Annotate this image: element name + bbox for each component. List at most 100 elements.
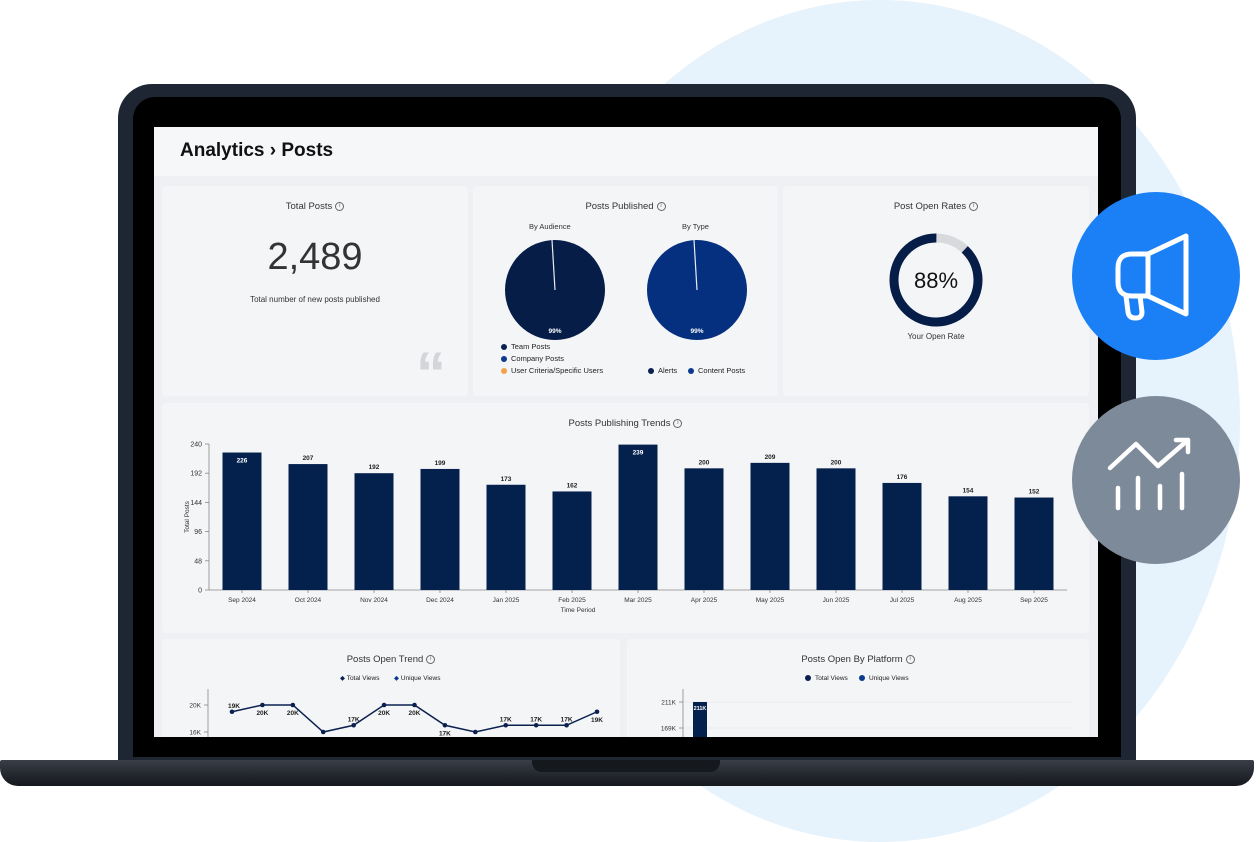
bar-value-label: 211K <box>694 706 707 712</box>
open-platform-chart: 211K 169K 211K <box>661 689 1072 737</box>
info-icon[interactable]: i <box>426 654 436 664</box>
x-tick-label: Sep 2024 <box>228 597 256 604</box>
x-tick-label: May 2025 <box>756 597 785 604</box>
y-tick-label: 144 <box>190 500 202 507</box>
open-trend-title-text: Posts Open Trend <box>346 654 424 665</box>
quote-icon: “ <box>416 340 446 407</box>
megaphone-button[interactable] <box>1072 192 1240 360</box>
bar[interactable] <box>948 496 988 590</box>
open-rates-title: Post Open Rates i <box>783 201 1089 212</box>
legend-label: Company Posts <box>511 354 564 363</box>
open-rate-caption: Your Open Rate <box>907 332 965 341</box>
legend-dot <box>501 344 507 351</box>
legend-total-views[interactable]: ◆ Total Views <box>340 674 379 682</box>
publishing-trends-chart: 0 48 96 144 192 240 Total Posts 226 Sep 2024 207 O… <box>184 442 1067 614</box>
bar-value-label: 176 <box>897 474 908 481</box>
y-axis-label: Total Posts <box>184 500 191 533</box>
bar[interactable] <box>882 482 922 590</box>
bar[interactable] <box>420 468 460 590</box>
y-tick-label: 169K <box>661 726 677 733</box>
point-label: 20K <box>287 710 299 717</box>
open-rates-card: Post Open Rates i 88% Your Open Rate <box>783 186 1089 396</box>
legend-total-views[interactable]: Total Views <box>805 675 848 682</box>
bar[interactable] <box>684 468 724 590</box>
point-label: 20K <box>378 710 390 717</box>
type-pie[interactable]: 99% <box>647 239 747 340</box>
info-icon[interactable]: i <box>969 201 979 211</box>
line-point <box>260 702 265 708</box>
bar[interactable] <box>618 444 658 590</box>
legend-unique-views[interactable]: Unique Views <box>859 675 909 682</box>
legend-company-posts[interactable]: Company Posts <box>501 354 564 363</box>
bar[interactable] <box>693 702 707 737</box>
bar-value-label: 200 <box>699 459 710 466</box>
page-title: Analytics › Posts <box>180 140 334 161</box>
point-label: 19K <box>591 717 603 724</box>
info-icon[interactable]: i <box>673 418 683 428</box>
total-posts-title-text: Total Posts <box>285 201 333 212</box>
line-point <box>503 722 509 728</box>
legend-unique-views[interactable]: ◆ Unique Views <box>394 674 440 682</box>
x-tick-label: Aug 2025 <box>954 597 982 604</box>
point-label: 17K <box>500 716 512 723</box>
point-label: 20K <box>256 710 268 717</box>
bar-value-label: 226 <box>237 458 248 465</box>
publishing-trends-title: Posts Publishing Trends i <box>162 418 1089 429</box>
info-icon[interactable]: i <box>905 654 915 664</box>
legend-dot <box>648 368 654 375</box>
open-trend-card: Posts Open Trend i ◆ Total Views ◆ Unique… <box>162 639 620 737</box>
bar[interactable] <box>750 462 790 590</box>
info-icon[interactable]: i <box>335 201 345 211</box>
total-posts-card: Total Posts i 2,489 Total number of new p… <box>162 186 468 404</box>
bar[interactable] <box>288 464 328 590</box>
bar[interactable] <box>486 484 526 590</box>
bar-value-label: 239 <box>633 450 644 457</box>
point-label: 17K <box>439 730 451 737</box>
posts-published-title: Posts Published i <box>473 201 778 212</box>
legend-content-posts[interactable]: Content Posts <box>688 366 745 375</box>
open-trend-title: Posts Open Trend i <box>162 654 620 665</box>
audience-pie[interactable]: 99% <box>505 239 605 340</box>
legend-diamond-icon: ◆ <box>340 675 347 682</box>
bar-value-label: 207 <box>303 455 314 462</box>
audience-pie-percent: 99% <box>548 328 561 335</box>
bar[interactable] <box>354 473 394 590</box>
type-pie-percent: 99% <box>690 328 703 335</box>
total-posts-caption: Total number of new posts published <box>250 295 380 304</box>
open-platform-title: Posts Open By Platform i <box>627 654 1089 665</box>
open-platform-card: Posts Open By Platform i Total Views Uniq… <box>627 639 1089 737</box>
analytics-button[interactable] <box>1072 396 1240 564</box>
bar[interactable] <box>222 452 262 590</box>
legend-team-posts[interactable]: Team Posts <box>501 342 550 351</box>
legend-alerts[interactable]: Alerts <box>648 366 677 375</box>
point-label: 17K <box>530 716 542 723</box>
line-point <box>442 722 448 728</box>
open-platform-title-text: Posts Open By Platform <box>801 654 903 665</box>
legend-dot <box>859 675 865 682</box>
y-tick-label: 192 <box>190 471 202 478</box>
publishing-trends-card: Posts Publishing Trends i 0 48 96 144 192 240 T… <box>162 403 1089 633</box>
legend-label: Unique Views <box>400 675 441 682</box>
legend-dot <box>805 675 811 682</box>
legend-label: Alerts <box>658 366 678 375</box>
x-tick-label: Jan 2025 <box>493 597 520 604</box>
bar[interactable] <box>1014 497 1054 590</box>
line-point <box>351 722 356 728</box>
bar[interactable] <box>816 468 856 590</box>
x-tick-label: Nov 2024 <box>360 597 388 604</box>
total-posts-title: Total Posts i <box>162 201 468 212</box>
x-tick-label: Feb 2025 <box>558 597 586 604</box>
legend-label: Total Views <box>815 675 848 682</box>
x-tick-label: Dec 2024 <box>426 597 454 604</box>
y-tick-label: 240 <box>190 442 202 449</box>
open-rate-donut <box>889 233 983 327</box>
line-point <box>320 729 326 735</box>
legend-user-criteria[interactable]: User Criteria/Specific Users <box>501 366 603 375</box>
bar-value-label: 154 <box>963 487 974 494</box>
bar-value-label: 192 <box>369 464 380 471</box>
type-pie-alerts-slice <box>693 239 698 291</box>
line-point <box>473 729 478 735</box>
info-icon[interactable]: i <box>656 201 666 211</box>
audience-pie-company-slice <box>551 239 556 291</box>
bar[interactable] <box>552 491 592 590</box>
